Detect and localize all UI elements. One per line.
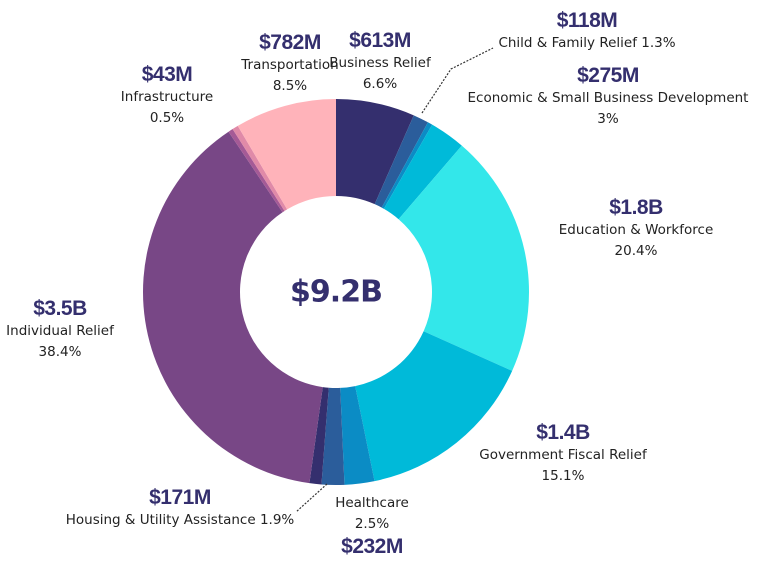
healthcare-amount: $232M: [341, 535, 403, 558]
slice-transportation: [237, 99, 336, 210]
business-relief-name: Business Relief: [329, 55, 431, 71]
education-workforce-name: Education & Workforce: [558, 222, 714, 238]
donut-slices: [143, 99, 529, 486]
transportation-percent: 8.5%: [272, 78, 308, 94]
infrastructure-percent: 0.5%: [149, 110, 185, 126]
label-individual-relief: $3.5B Individual Relief 38.4%: [6, 297, 114, 363]
label-transportation: $782M Transportation 8.5%: [241, 31, 338, 97]
label-infrastructure: $43M Infrastructure 0.5%: [121, 63, 213, 129]
label-housing-utility: $171M Housing & Utility Assistance 1.9%: [66, 486, 295, 531]
housing-utility-name: Housing & Utility Assistance 1.9%: [65, 512, 295, 528]
individual-relief-name: Individual Relief: [6, 323, 114, 339]
center-total-label: $9.2B: [290, 274, 383, 310]
slice-unlabeled-10: [228, 129, 285, 213]
label-education-workforce: $1.8B Education & Workforce 20.4%: [559, 196, 714, 262]
infrastructure-amount: $43M: [141, 63, 193, 86]
slice-education-workforce: [398, 145, 529, 371]
label-business-relief: $613M Business Relief 6.6%: [329, 29, 430, 95]
healthcare-percent: 2.5%: [354, 516, 390, 532]
business-relief-percent: 6.6%: [362, 76, 398, 92]
slice-unlabeled-8: [309, 387, 329, 485]
slice-economic-small-business-development: [383, 124, 462, 220]
slice-housing-utility-assistance: [321, 387, 345, 486]
label-healthcare: Healthcare 2.5% $232M: [335, 493, 409, 559]
transportation-name: Transportation: [241, 57, 339, 73]
slice-child-family-relief: [374, 115, 428, 208]
economic-development-percent: 3%: [597, 111, 619, 127]
slice-infrastructure: [232, 125, 288, 211]
child-family-relief-amount: $118M: [556, 9, 618, 32]
leader-line-child-family: [421, 47, 494, 114]
slice-healthcare: [340, 386, 375, 485]
individual-relief-percent: 38.4%: [38, 344, 82, 360]
education-workforce-percent: 20.4%: [614, 243, 658, 259]
infrastructure-name: Infrastructure: [120, 89, 214, 105]
transportation-amount: $782M: [259, 31, 321, 54]
child-family-relief-name: Child & Family Relief 1.3%: [498, 35, 676, 51]
business-relief-amount: $613M: [349, 29, 411, 52]
leader-line-housing: [295, 483, 328, 513]
slice-unlabeled-2: [381, 122, 433, 209]
label-child-family-relief: $118M Child & Family Relief 1.3%: [498, 9, 675, 54]
slice-individual-relief: [143, 131, 323, 484]
individual-relief-amount: $3.5B: [33, 297, 87, 320]
slice-government-fiscal-relief: [355, 331, 513, 482]
housing-utility-amount: $171M: [149, 486, 211, 509]
government-fiscal-relief-amount: $1.4B: [536, 421, 590, 444]
economic-development-name: Economic & Small Business Development: [467, 90, 749, 106]
label-government-fiscal-relief: $1.4B Government Fiscal Relief 15.1%: [479, 421, 646, 487]
slice-business-relief: [336, 99, 414, 205]
government-fiscal-relief-percent: 15.1%: [541, 468, 585, 484]
economic-development-amount: $275M: [577, 64, 639, 87]
label-economic-development: $275M Economic & Small Business Developm…: [468, 64, 749, 130]
education-workforce-amount: $1.8B: [609, 196, 663, 219]
healthcare-name: Healthcare: [335, 495, 409, 511]
government-fiscal-relief-name: Government Fiscal Relief: [479, 447, 647, 463]
